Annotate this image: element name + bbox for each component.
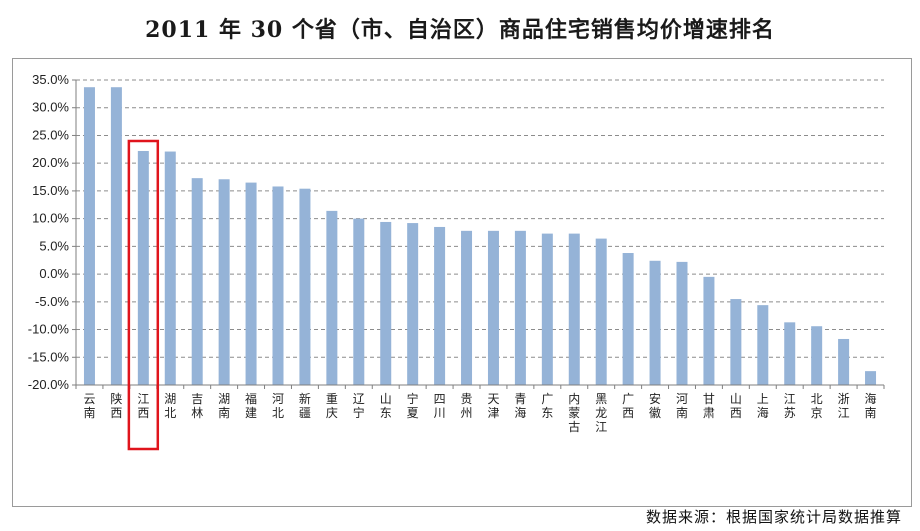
x-tick-label: 北京	[811, 392, 823, 420]
bar	[299, 188, 311, 385]
bar	[407, 223, 419, 385]
bar	[218, 179, 230, 385]
y-tick-label: 30.0%	[32, 100, 69, 115]
x-tick-label: 浙江	[838, 392, 850, 420]
bar	[434, 226, 446, 385]
chart-title: 2011 年 30 个省（市、自治区）商品住宅销售均价增速排名	[145, 17, 775, 43]
x-tick-label: 江西	[137, 392, 149, 420]
y-tick-label: 5.0%	[39, 238, 69, 253]
x-tick-label: 青海	[514, 392, 526, 420]
x-tick-label: 山西	[730, 392, 742, 420]
y-tick-label: -5.0%	[35, 294, 69, 309]
y-tick-label: 10.0%	[32, 211, 69, 226]
x-tick-label: 河北	[272, 392, 284, 420]
bar	[568, 233, 580, 385]
bar	[461, 230, 473, 385]
bar	[595, 238, 607, 385]
bar	[326, 210, 338, 385]
y-tick-label: -10.0%	[28, 322, 70, 337]
x-tick-label: 河南	[676, 392, 688, 420]
x-tick-label: 宁夏	[407, 391, 419, 420]
bar	[541, 233, 553, 385]
bar	[838, 338, 850, 385]
y-tick-label: -15.0%	[28, 349, 70, 364]
x-tick-label: 安徽	[649, 391, 661, 420]
x-tick-label: 广东	[541, 392, 553, 420]
bar	[730, 299, 742, 385]
x-tick-label: 广西	[622, 392, 634, 420]
bar	[380, 221, 392, 385]
y-tick-label: 25.0%	[32, 127, 69, 142]
x-tick-label: 新疆	[299, 391, 311, 420]
highlight-box	[127, 139, 160, 451]
x-tick-label: 山东	[380, 392, 392, 420]
bar	[811, 326, 823, 385]
x-tick-label: 陕西	[110, 391, 122, 420]
x-tick-label: 内蒙古	[568, 392, 580, 434]
bar	[164, 151, 176, 385]
bar	[272, 186, 284, 385]
x-tick-label: 吉林	[191, 392, 203, 420]
bar	[245, 182, 257, 385]
y-tick-label: 35.0%	[32, 72, 69, 87]
bar	[191, 178, 203, 385]
bar	[703, 276, 715, 385]
y-axis: 35.0% 30.0% 25.0% 20.0% 15.0% 10.0% 5.0% 0.0% -5…	[28, 72, 77, 392]
bar	[137, 150, 149, 385]
y-tick-label: 15.0%	[32, 183, 69, 198]
bar	[757, 305, 769, 385]
bar	[353, 218, 365, 385]
bar	[110, 87, 122, 385]
x-tick-label: 贵州	[461, 392, 473, 420]
bar	[514, 230, 526, 385]
x-tick-label: 辽宁	[353, 392, 365, 420]
y-tick-label: 0.0%	[39, 266, 69, 281]
source-note: 数据来源：根据国家统计局数据推算	[645, 508, 902, 526]
x-tick-label: 重庆	[326, 392, 338, 420]
highlight-layer	[127, 139, 160, 451]
bar	[83, 87, 95, 385]
bar	[487, 230, 499, 385]
x-tick-label: 天津	[487, 392, 499, 420]
y-tick-label: 20.0%	[32, 155, 69, 170]
x-tick-label: 四川	[434, 392, 446, 420]
gridlines	[76, 79, 884, 358]
bar	[649, 260, 661, 385]
bar	[622, 253, 634, 385]
bar	[676, 261, 688, 385]
x-tick-label: 云南	[83, 392, 95, 420]
x-tick-label: 湖南	[218, 391, 230, 420]
y-tick-label: -20.0%	[28, 377, 70, 392]
x-tick-label: 甘肃	[703, 392, 715, 420]
x-tick-label: 江苏	[784, 392, 796, 420]
x-tick-label: 上海	[757, 392, 769, 420]
x-tick-label: 黑龙江	[595, 392, 607, 434]
bars	[83, 87, 877, 385]
x-tick-label: 海南	[865, 391, 877, 420]
x-tick-label: 福建	[245, 391, 257, 420]
bar	[865, 371, 877, 385]
x-tick-label: 湖北	[164, 391, 176, 420]
bar	[784, 322, 796, 385]
